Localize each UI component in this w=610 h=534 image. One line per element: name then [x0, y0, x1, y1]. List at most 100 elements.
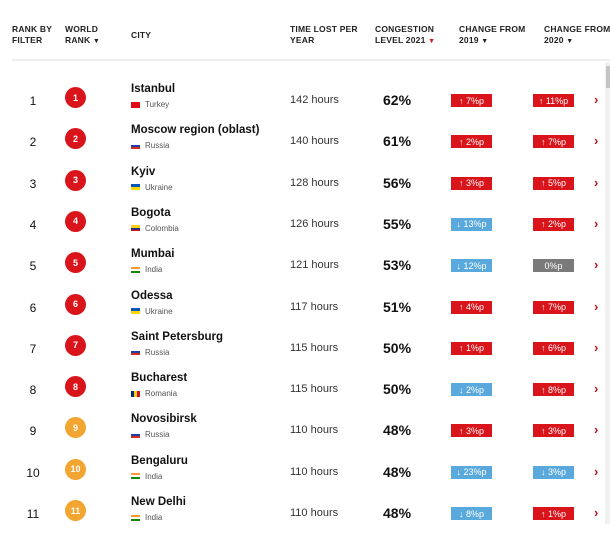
- header-text: RANK: [65, 35, 91, 45]
- chevron-right-icon[interactable]: ›: [594, 257, 599, 273]
- chevron-right-icon[interactable]: ›: [594, 298, 599, 314]
- world-rank-badge: 5: [65, 252, 86, 274]
- scrollbar[interactable]: [605, 62, 610, 524]
- world-rank-badge: 6: [65, 293, 86, 315]
- header-change-2020[interactable]: CHANGE FROM 2020 ▼: [544, 24, 610, 47]
- country-name: India: [145, 471, 163, 481]
- chevron-right-icon[interactable]: ›: [594, 92, 599, 107]
- flag-icon: [131, 390, 140, 397]
- time-lost: 110 hours: [290, 465, 339, 478]
- time-lost: 110 hours: [290, 424, 339, 437]
- country-name: India: [145, 265, 163, 275]
- chevron-right-icon[interactable]: ›: [594, 339, 599, 355]
- table-row[interactable]: 2 2 Moscow region (oblast) Russia 140 ho…: [0, 121, 604, 162]
- change-2020-badge: ↓ 3%p: [533, 465, 574, 479]
- table-row[interactable]: 9 9 Novosibirsk Russia 110 hours 48% ↑ 3…: [0, 410, 604, 451]
- header-text: FILTER: [12, 35, 43, 45]
- header-world-rank[interactable]: WORLD RANK ▼: [65, 24, 100, 47]
- table-row[interactable]: 8 8 Bucharest Romania 115 hours 50% ↓ 2%…: [0, 369, 604, 410]
- chevron-right-icon[interactable]: ›: [594, 215, 599, 231]
- table-row[interactable]: 1 1 Istanbul Turkey 142 hours 62% ↑ 7%p …: [0, 80, 604, 121]
- city-name[interactable]: Bogota: [131, 206, 171, 219]
- city-name[interactable]: Bengaluru: [131, 454, 188, 467]
- change-2019-badge: ↓ 23%p: [451, 465, 492, 479]
- chevron-right-icon[interactable]: ›: [594, 174, 599, 190]
- chevron-right-icon[interactable]: ›: [594, 422, 599, 438]
- world-rank-badge: 8: [65, 376, 86, 398]
- change-2020-badge: ↑ 11%p: [533, 94, 574, 107]
- rank-by-filter: 2: [29, 135, 37, 150]
- country-name: Ukraine: [145, 182, 173, 192]
- flag-icon: [131, 349, 140, 356]
- city-name[interactable]: Novosibirsk: [131, 413, 197, 426]
- time-lost: 140 hours: [290, 135, 339, 148]
- table-row[interactable]: 4 4 Bogota Colombia 126 hours 55% ↓ 13%p…: [0, 204, 604, 245]
- scrollbar-thumb[interactable]: [606, 66, 610, 88]
- rank-by-filter: 1: [29, 94, 37, 108]
- change-2019-badge: ↑ 1%p: [451, 341, 492, 355]
- flag-icon: [131, 514, 140, 521]
- rank-by-filter: 4: [29, 217, 37, 232]
- chevron-right-icon[interactable]: ›: [594, 381, 599, 397]
- rank-by-filter: 5: [29, 259, 37, 274]
- city-name[interactable]: Bucharest: [131, 372, 188, 385]
- header-city: CITY: [131, 30, 152, 40]
- congestion-level: 62%: [383, 92, 412, 108]
- change-2020-badge: ↑ 7%p: [533, 300, 574, 314]
- chevron-right-icon[interactable]: ›: [594, 463, 599, 479]
- header-text: YEAR: [290, 35, 315, 45]
- header-text: CHANGE FROM: [544, 24, 610, 34]
- flag-icon: [131, 473, 140, 480]
- sort-icon: ▼: [92, 38, 101, 45]
- table-row[interactable]: 6 6 Odessa Ukraine 117 hours 51% ↑ 4%p ↑…: [0, 287, 604, 328]
- table-row[interactable]: 3 3 Kyiv Ukraine 128 hours 56% ↑ 3%p ↑ 5…: [0, 163, 604, 204]
- congestion-level: 51%: [383, 298, 412, 315]
- chevron-right-icon[interactable]: ›: [594, 133, 599, 149]
- header-divider: [12, 59, 610, 61]
- sort-icon: ▼: [481, 38, 489, 45]
- change-2020-badge: 0%p: [533, 259, 574, 273]
- change-2020-badge: ↑ 3%p: [533, 424, 574, 438]
- congestion-level: 48%: [383, 422, 412, 439]
- city-name[interactable]: New Delhi: [131, 496, 186, 508]
- table-row[interactable]: 7 7 Saint Petersburg Russia 115 hours 50…: [0, 328, 604, 369]
- city-name[interactable]: Moscow region (oblast): [131, 124, 260, 137]
- country: India: [131, 472, 162, 481]
- city-name[interactable]: Odessa: [131, 289, 173, 302]
- congestion-level: 50%: [383, 339, 412, 356]
- header-time-lost[interactable]: TIME LOST PER YEAR: [290, 24, 358, 46]
- flag-icon: [131, 431, 140, 438]
- city-name[interactable]: Mumbai: [131, 248, 175, 261]
- time-lost: 126 hours: [290, 217, 339, 230]
- rank-by-filter: 11: [26, 507, 40, 521]
- city-name[interactable]: Kyiv: [131, 165, 156, 178]
- table-row[interactable]: 5 5 Mumbai India 121 hours 53% ↓ 12%p 0%…: [0, 245, 604, 286]
- header-congestion[interactable]: CONGESTION LEVEL 2021 ▼: [375, 24, 435, 47]
- header-rank-by-filter[interactable]: RANK BY FILTER: [12, 24, 52, 46]
- change-2019-badge: ↓ 13%p: [451, 217, 492, 231]
- change-2020-badge: ↑ 1%p: [533, 507, 574, 520]
- country: Russia: [131, 141, 169, 150]
- world-rank-badge: 4: [65, 210, 86, 232]
- congestion-level: 50%: [383, 381, 412, 398]
- chevron-right-icon[interactable]: ›: [594, 505, 599, 520]
- change-2020-badge: ↑ 8%p: [533, 383, 574, 397]
- header-text: CONGESTION: [375, 24, 435, 34]
- header-change-2019[interactable]: CHANGE FROM 2019 ▼: [459, 24, 525, 47]
- country-name: India: [145, 513, 163, 522]
- header-text: LEVEL 2021: [375, 35, 426, 45]
- table-row[interactable]: 11 11 New Delhi India 110 hours 48% ↓ 8%…: [0, 493, 604, 534]
- city-name[interactable]: Saint Petersburg: [131, 330, 224, 343]
- congestion-level: 48%: [383, 505, 412, 521]
- flag-icon: [131, 142, 140, 149]
- rank-by-filter: 6: [29, 300, 37, 315]
- country-name: Colombia: [145, 223, 179, 233]
- change-2019-badge: ↑ 3%p: [451, 176, 492, 190]
- header-text: 2019: [459, 35, 479, 45]
- table-row[interactable]: 10 10 Bengaluru India 110 hours 48% ↓ 23…: [0, 452, 604, 493]
- city-name[interactable]: Istanbul: [131, 83, 176, 95]
- time-lost: 110 hours: [290, 507, 339, 519]
- world-rank-badge: 11: [65, 500, 86, 521]
- header-text: WORLD: [65, 24, 99, 34]
- world-rank-badge: 9: [65, 417, 86, 439]
